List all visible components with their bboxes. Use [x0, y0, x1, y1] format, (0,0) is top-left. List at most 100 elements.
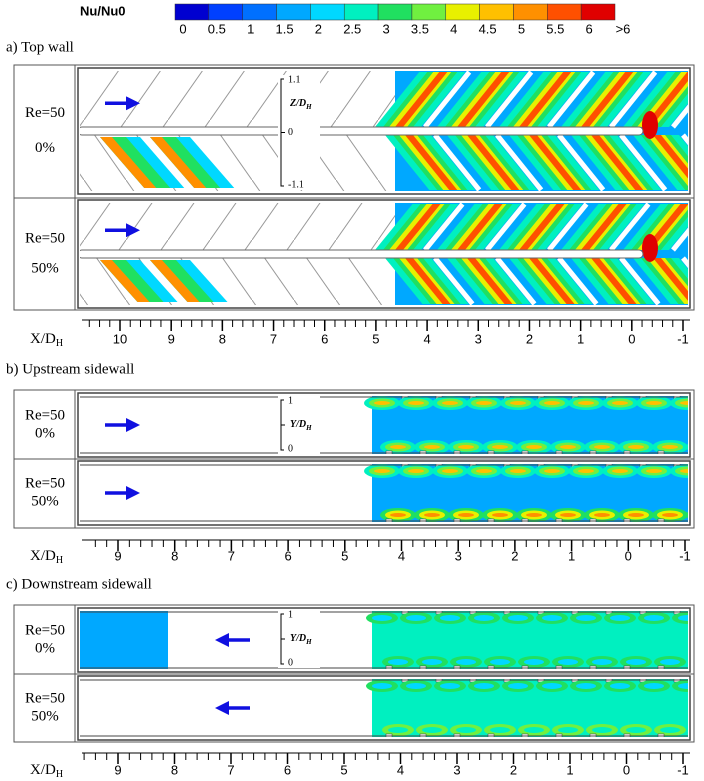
- x-tick-label: 4: [398, 548, 405, 563]
- colorbar-swatch: [547, 4, 581, 20]
- contour-blob: [626, 659, 646, 665]
- colorbar-label: 4.5: [479, 21, 497, 36]
- contour-blob: [544, 469, 560, 473]
- colorbar-label: 5: [518, 21, 525, 36]
- x-tick-label: 9: [114, 548, 121, 563]
- ratio-label: 0%: [35, 140, 55, 156]
- contour-blob: [660, 659, 680, 665]
- contour-blob: [442, 401, 458, 405]
- contour-blob: [374, 401, 390, 405]
- re-label: Re=50: [25, 622, 65, 638]
- contour-blob: [628, 513, 644, 517]
- contour-blob: [560, 513, 576, 517]
- contour-blob: [578, 469, 594, 473]
- inset-tick: 0: [288, 127, 293, 138]
- inset-tick: 1.1: [288, 74, 301, 85]
- inset-tick: 0: [288, 657, 293, 668]
- colorbar-label: 2.5: [343, 21, 361, 36]
- contour-blob: [594, 513, 610, 517]
- colorbar-label: 1.5: [275, 21, 293, 36]
- contour-blob: [492, 513, 508, 517]
- hot-spot: [642, 234, 658, 262]
- contour-blob: [662, 445, 678, 449]
- x-axis-label: X/DH: [30, 548, 63, 566]
- x-tick-label: 0: [623, 762, 630, 777]
- x-axis-label: X/DH: [30, 762, 63, 780]
- inset-label-text: Y/D: [290, 633, 306, 644]
- x-tick-label: 7: [227, 762, 234, 777]
- inset-label-text: Z/D: [289, 98, 306, 109]
- colorbar-swatch: [310, 4, 344, 20]
- contour-blob: [372, 683, 392, 689]
- x-tick-label: 7: [270, 331, 277, 346]
- inset-label-sub: H: [305, 102, 312, 110]
- colorbar-swatch: [446, 4, 480, 20]
- contour-blob: [592, 727, 612, 733]
- x-tick-label: 0: [628, 331, 635, 346]
- contour-blob: [490, 727, 510, 733]
- colorbar-swatch: [175, 4, 209, 20]
- contour-blob: [456, 727, 476, 733]
- contours: [78, 68, 704, 194]
- colorbar-label: 0: [179, 21, 186, 36]
- contour-blob: [696, 445, 704, 449]
- contour-blob: [678, 615, 698, 621]
- contour-blob: [610, 615, 630, 621]
- colorbar-label: 2: [315, 21, 322, 36]
- re-label: Re=50: [25, 407, 65, 423]
- x-tick-label: 9: [168, 331, 175, 346]
- contour-blob: [388, 727, 408, 733]
- x-tick-label: 0: [625, 548, 632, 563]
- hot-spot: [642, 111, 658, 139]
- contour-blob: [646, 401, 662, 405]
- inset-label-sub: H: [305, 638, 312, 646]
- contour-blob: [558, 727, 578, 733]
- x-tick-label: 5: [340, 762, 347, 777]
- x-tick-label: 2: [511, 548, 518, 563]
- x-tick-label: 3: [475, 331, 482, 346]
- x-tick-label: 1: [577, 331, 584, 346]
- contour-field: [78, 676, 704, 740]
- colorbar-swatch: [243, 4, 277, 20]
- colorbar-swatch: [378, 4, 412, 20]
- x-tick-label: 5: [341, 548, 348, 563]
- contour-blob: [558, 659, 578, 665]
- colorbar-label: 5.5: [546, 21, 564, 36]
- contour-blob: [594, 445, 610, 449]
- x-axis-label-text: X/D: [30, 762, 56, 778]
- contour-blob: [691, 511, 704, 520]
- contour-blob: [592, 659, 612, 665]
- contour-blob: [424, 513, 440, 517]
- contour-blob: [424, 445, 440, 449]
- contour-blob: [526, 445, 542, 449]
- re-label: Re=50: [25, 105, 65, 121]
- contour-blob: [492, 445, 508, 449]
- ratio-label: 50%: [31, 708, 59, 724]
- contour-blob: [526, 513, 542, 517]
- x-tick-label: 8: [219, 331, 226, 346]
- contour-blob: [440, 615, 460, 621]
- contour-blob: [456, 659, 476, 665]
- contour-base: [78, 608, 168, 672]
- contour-blob: [476, 401, 492, 405]
- contour-blob: [422, 659, 442, 665]
- contour-field: [78, 200, 704, 308]
- contour-blob: [612, 469, 628, 473]
- contour-blob: [524, 659, 544, 665]
- x-tick-label: 1: [568, 548, 575, 563]
- x-axis-label-sub: H: [56, 555, 63, 566]
- x-tick-label: 1: [566, 762, 573, 777]
- contour-blob: [524, 727, 544, 733]
- inset-tick: 0: [288, 443, 293, 454]
- contour-blob: [374, 469, 390, 473]
- x-tick-label: 8: [171, 548, 178, 563]
- contour-blob: [458, 513, 474, 517]
- ratio-label: 0%: [35, 640, 55, 656]
- x-tick-label: 5: [372, 331, 379, 346]
- colorbar-label: 1: [247, 21, 254, 36]
- ratio-label: 50%: [31, 261, 59, 277]
- contour-blob: [542, 615, 562, 621]
- colorbar-swatch: [513, 4, 547, 20]
- x-tick-label: 6: [284, 762, 291, 777]
- contour-field: [78, 461, 704, 525]
